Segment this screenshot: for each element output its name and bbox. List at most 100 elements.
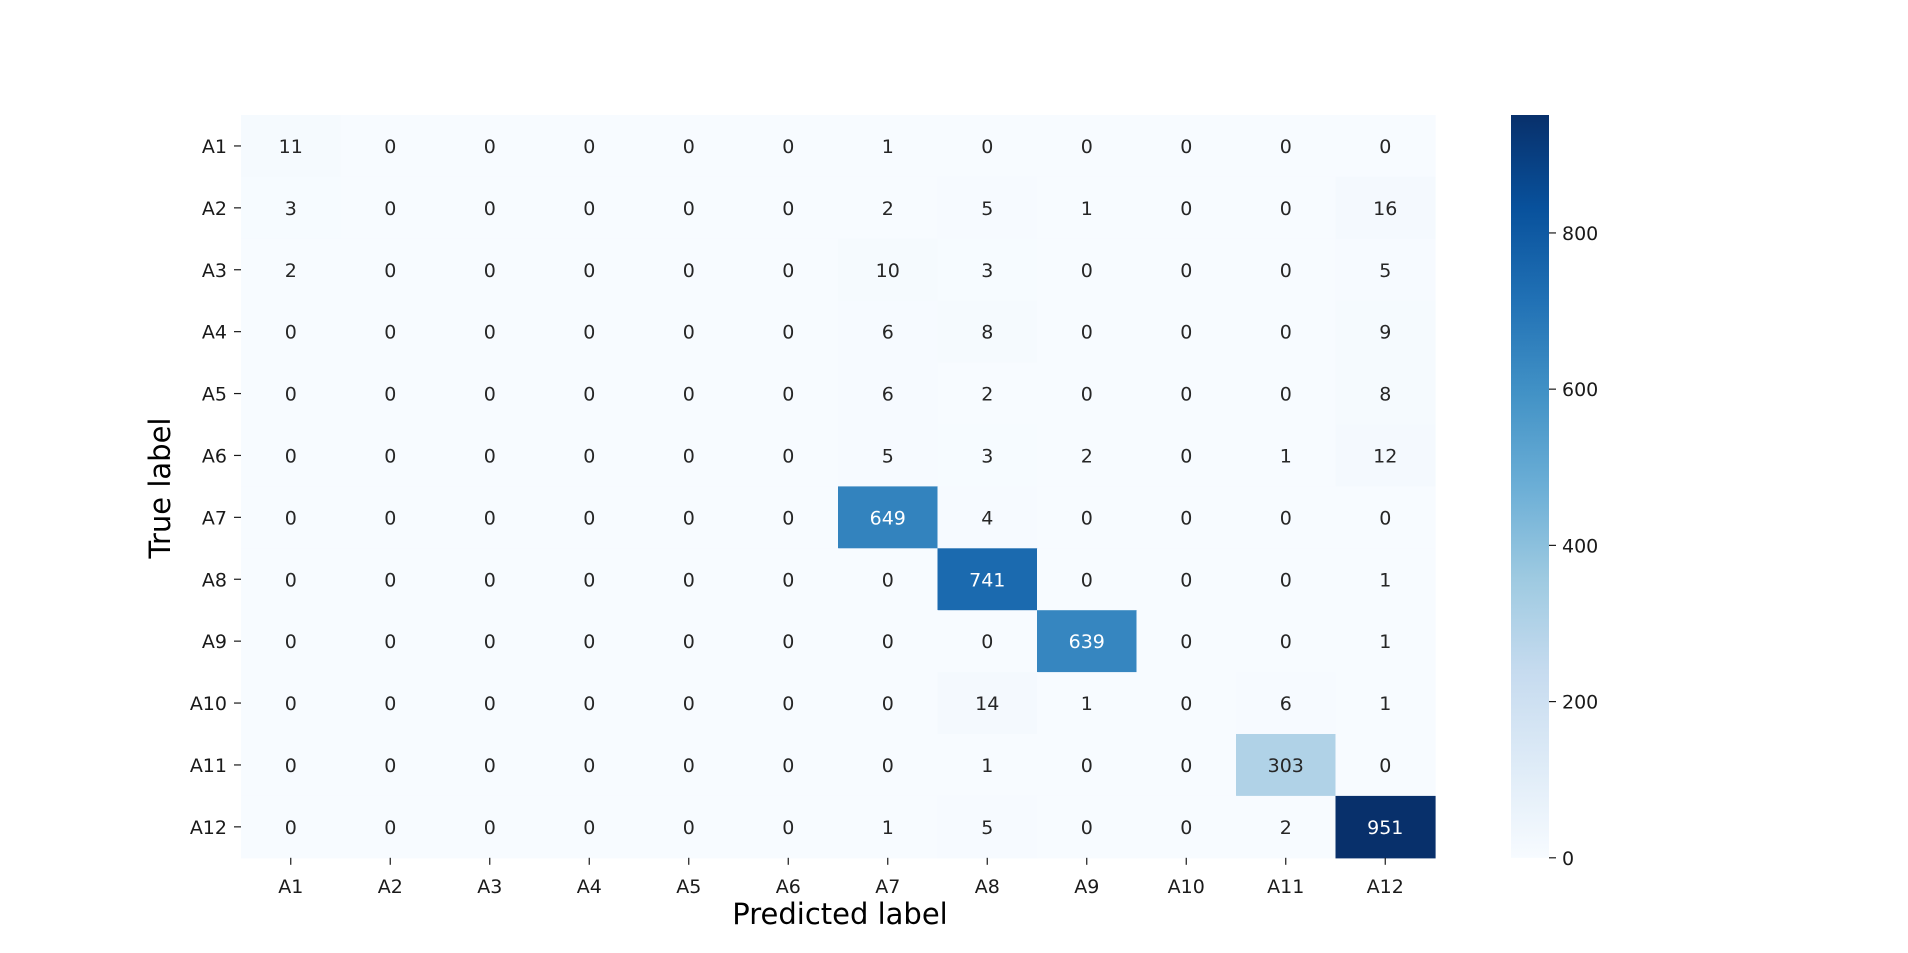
heatmap-cell [241,300,342,364]
cell-value-label: 0 [1180,817,1192,839]
heatmap-cell [241,795,342,859]
heatmap-cell [639,672,740,735]
x-tick-label: A12 [1367,876,1404,898]
cell-value-label: 1 [1081,198,1093,220]
heatmap-cell [738,548,839,611]
heatmap-cell [340,424,441,487]
heatmap-cell [241,115,342,178]
cell-value-label: 6 [882,384,894,406]
cell-value-label: 9 [1379,322,1391,344]
heatmap-cell [241,734,342,797]
cell-value-label: 0 [1180,631,1192,653]
x-tick-label: A4 [577,876,602,898]
heatmap-cell [539,610,640,673]
y-tick-label: A6 [202,445,227,467]
heatmap-cell [539,672,640,735]
cell-value-label: 0 [683,631,695,653]
cell-value-label: 0 [782,136,794,158]
heatmap-cell [639,238,740,302]
cell-value-label: 0 [384,136,396,158]
heatmap-cell [440,672,541,735]
y-tick-label: A1 [202,136,227,158]
heatmap-cell [440,176,541,240]
heatmap-cell [1037,115,1138,178]
y-tick-label: A11 [190,755,227,777]
cell-value-label: 3 [981,445,993,467]
cell-value-label: 741 [969,569,1005,591]
cell-value-label: 0 [981,136,993,158]
x-axis-title: Predicted label [732,897,948,931]
heatmap-cell [1236,672,1337,735]
y-tick-label: A8 [202,569,227,591]
heatmap-cell [738,672,839,735]
heatmap-cell [241,424,342,487]
y-axis-title: True label [143,418,177,560]
cell-value-label: 0 [285,445,297,467]
cell-value-label: 2 [981,384,993,406]
heatmap-cell [440,300,541,364]
heatmap-cell [1037,176,1138,240]
heatmap-cell [1136,424,1237,487]
heatmap-cell [937,486,1038,549]
heatmap-cell [440,734,541,797]
heatmap-cell [738,734,839,797]
heatmap-cell [1335,548,1436,611]
heatmap-cell [340,610,441,673]
heatmap-cell [340,115,441,178]
cell-value-label: 0 [484,817,496,839]
cell-value-label: 0 [683,384,695,406]
cell-value-label: 0 [583,136,595,158]
heatmap-cell [838,362,939,426]
heatmap-cell [1236,795,1337,859]
cell-value-label: 0 [683,817,695,839]
y-tick-label: A4 [202,322,227,344]
heatmap-cell [1136,610,1237,673]
heatmap-cell [639,610,740,673]
cell-value-label: 0 [583,507,595,529]
cell-value-label: 0 [384,569,396,591]
cell-value-label: 3 [285,198,297,220]
heatmap-cell [1037,672,1138,735]
heatmap-cell [1335,176,1436,240]
x-tick-label: A9 [1074,876,1099,898]
cell-value-label: 6 [882,322,894,344]
cell-value-label: 1 [981,755,993,777]
heatmap-cell [1037,610,1138,673]
heatmap-cell [539,486,640,549]
cell-value-label: 0 [782,445,794,467]
heatmap-cell [639,176,740,240]
colorbar-gradient [1511,115,1549,858]
heatmap-cell [639,795,740,859]
cell-value-label: 0 [583,817,595,839]
cell-value-label: 0 [1280,631,1292,653]
cell-value-label: 0 [484,384,496,406]
cell-value-label: 14 [975,693,999,715]
heatmap-cell [1236,238,1337,302]
y-tick-label: A10 [190,693,227,715]
heatmap-cell [838,238,939,302]
heatmap-cell [539,176,640,240]
x-tick-label: A3 [477,876,502,898]
heatmap-cell [1136,115,1237,178]
cell-value-label: 0 [1081,507,1093,529]
cell-value-label: 0 [683,136,695,158]
cell-value-label: 0 [1280,260,1292,282]
x-tick-label: A6 [776,876,801,898]
heatmap-cell [440,115,541,178]
cell-value-label: 0 [484,569,496,591]
cell-value-label: 0 [285,384,297,406]
cell-value-label: 1 [882,817,894,839]
heatmap-cell [838,610,939,673]
heatmap-cell [1335,115,1436,178]
cell-value-label: 0 [782,817,794,839]
heatmap-cell [1236,362,1337,426]
heatmap-cell [1335,424,1436,487]
cell-value-label: 0 [1081,136,1093,158]
heatmap-cell [937,176,1038,240]
heatmap-cell [539,734,640,797]
cell-value-label: 0 [484,136,496,158]
colorbar-tick-label: 200 [1562,692,1598,714]
cell-value-label: 0 [1180,445,1192,467]
cell-value-label: 0 [981,631,993,653]
